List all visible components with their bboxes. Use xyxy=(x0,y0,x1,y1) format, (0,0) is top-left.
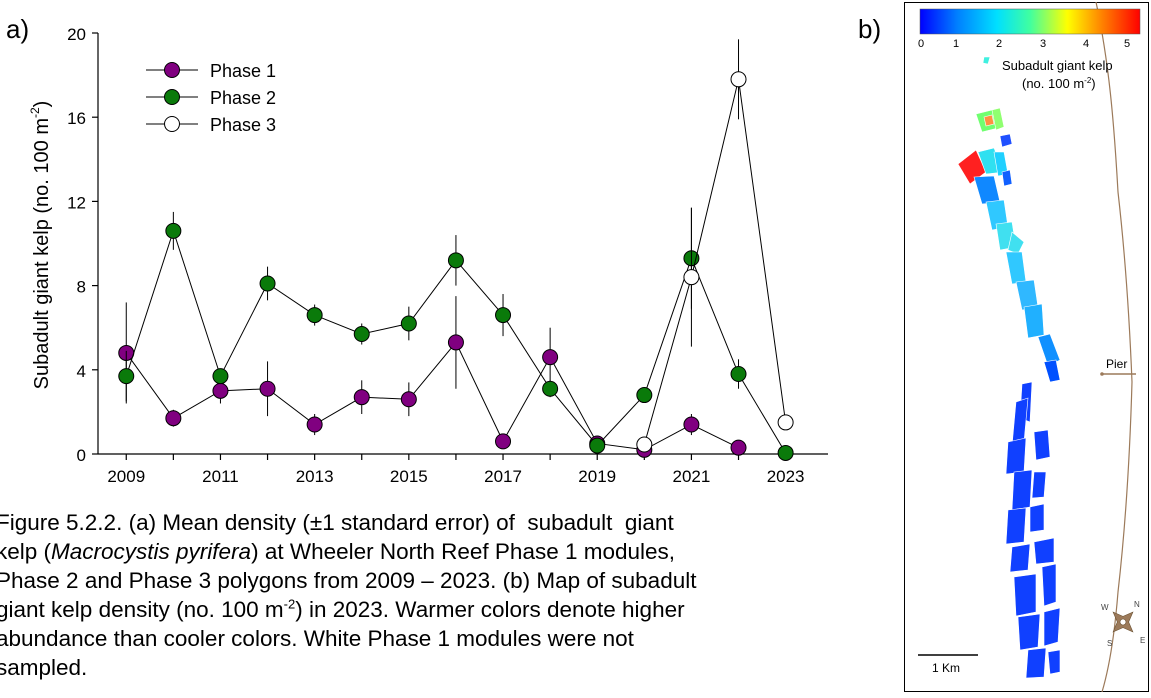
y-axis-label: Subadult giant kelp (no. 100 m-2) xyxy=(28,101,53,390)
y-tick-label: 20 xyxy=(67,25,86,44)
data-point xyxy=(118,368,135,385)
series-line xyxy=(643,79,787,445)
y-tick-label: 4 xyxy=(77,362,86,381)
colorbar xyxy=(919,8,1141,35)
x-tick-label: 2013 xyxy=(296,467,334,486)
data-point xyxy=(306,416,323,433)
x-tick-label: 2017 xyxy=(484,467,522,486)
data-point xyxy=(212,382,229,399)
chart-legend: Phase 1 Phase 2 Phase 3 xyxy=(146,61,276,135)
y-tick-label: 12 xyxy=(67,193,86,212)
y-tick-label: 16 xyxy=(67,109,86,128)
data-point xyxy=(730,71,747,88)
data-point xyxy=(636,436,653,453)
caption-line-4-sup: -2 xyxy=(283,596,296,612)
data-point xyxy=(730,366,747,383)
x-tick-label: 2021 xyxy=(673,467,711,486)
data-point xyxy=(165,222,182,239)
density-chart: 0 4 8 12 16 20 2009 2011 2013 2015 2017 2019 2021 202… xyxy=(28,25,828,486)
panel-b-label: b) xyxy=(858,14,882,44)
map-legend-title: Subadult giant kelp xyxy=(1002,58,1113,73)
data-point xyxy=(777,414,794,431)
caption-line-4a: giant kelp density (no. 100 m xyxy=(0,597,284,622)
x-tick-label: 2011 xyxy=(202,467,239,486)
legend-label: Phase 3 xyxy=(210,115,276,135)
x-tick-label: 2015 xyxy=(390,467,428,486)
svg-text:W: W xyxy=(1101,603,1109,612)
data-point xyxy=(212,368,229,385)
data-point xyxy=(165,410,182,427)
chart-series xyxy=(118,39,794,461)
data-point xyxy=(589,437,606,454)
data-point xyxy=(447,334,464,351)
x-tick-label: 2009 xyxy=(107,467,145,486)
y-tick-label: 8 xyxy=(77,278,86,297)
svg-text:E: E xyxy=(1140,636,1145,645)
data-point xyxy=(306,307,323,324)
colorbar-tick-0: 0 xyxy=(918,38,924,50)
kelp-density-map: 0 1 2 3 4 5 Subadult giant kelp (no. 100… xyxy=(904,2,1149,692)
svg-text:N: N xyxy=(1134,600,1140,609)
colorbar-tick-4: 4 xyxy=(1083,38,1089,50)
data-point xyxy=(400,391,417,408)
panel-a-label: a) xyxy=(6,14,30,44)
series-phase-2 xyxy=(118,207,794,461)
legend-marker xyxy=(164,62,180,78)
chart-axes: 0 4 8 12 16 20 2009 2011 2013 2015 2017 2019 2021 202… xyxy=(67,25,828,486)
legend-marker xyxy=(164,89,180,105)
data-point xyxy=(400,315,417,332)
kelp-polygons xyxy=(957,56,1061,679)
series-phase-3 xyxy=(636,39,794,453)
data-point xyxy=(353,326,370,343)
pier-label: Pier xyxy=(1106,357,1127,371)
x-tick-label: 2023 xyxy=(767,467,805,486)
colorbar-tick-2: 2 xyxy=(996,38,1002,50)
figure-caption: Figure 5.2.2. (a) Mean density (±1 stand… xyxy=(0,508,876,682)
caption-line-1: Figure 5.2.2. (a) Mean density (±1 stand… xyxy=(0,510,674,535)
caption-line-2a: kelp ( xyxy=(0,539,52,564)
data-point xyxy=(259,380,276,397)
colorbar-tick-5: 5 xyxy=(1124,38,1130,50)
legend-label: Phase 2 xyxy=(210,88,276,108)
colorbar-tick-1: 1 xyxy=(953,38,959,50)
x-tick-label: 2019 xyxy=(578,467,616,486)
data-point xyxy=(777,444,794,461)
scale-label: 1 Km xyxy=(932,661,960,675)
caption-species-name: Macrocystis pyrifera xyxy=(51,539,252,564)
colorbar-tick-3: 3 xyxy=(1040,38,1046,50)
y-tick-label: 0 xyxy=(77,446,86,465)
data-point xyxy=(353,389,370,406)
data-point xyxy=(683,269,700,286)
svg-text:S: S xyxy=(1107,639,1112,648)
caption-line-3: Phase 2 and Phase 3 polygons from 2009 –… xyxy=(0,568,697,593)
data-point xyxy=(495,433,512,450)
data-point xyxy=(636,387,653,404)
data-point xyxy=(447,252,464,269)
data-point xyxy=(683,416,700,433)
data-point xyxy=(730,439,747,456)
data-point xyxy=(259,275,276,292)
data-point xyxy=(542,349,559,366)
caption-line-6: sampled. xyxy=(0,655,88,680)
caption-line-2b: ) at Wheeler North Reef Phase 1 modules, xyxy=(251,539,676,564)
compass-rose-icon: N E S W xyxy=(1101,600,1145,648)
caption-line-4b: ) in 2023. Warmer colors denote higher xyxy=(295,597,685,622)
caption-line-5: abundance than cooler colors. White Phas… xyxy=(0,626,634,651)
legend-marker xyxy=(164,116,180,132)
map-legend-units: (no. 100 m-2) xyxy=(1022,76,1096,91)
data-point xyxy=(542,380,559,397)
series-phase-1 xyxy=(118,296,747,458)
legend-label: Phase 1 xyxy=(210,61,276,81)
data-point xyxy=(495,307,512,324)
